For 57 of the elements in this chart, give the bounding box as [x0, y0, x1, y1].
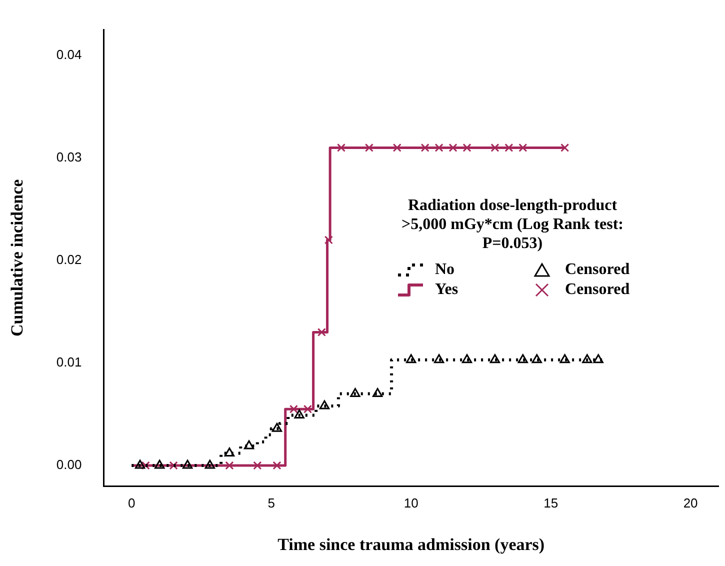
legend-title: Radiation dose-length-product >5,000 mGy*cm (Log Rank test: P=0.053)	[400, 196, 624, 253]
point	[593, 354, 604, 364]
point	[319, 400, 330, 410]
x-tick-label: 0	[128, 495, 136, 510]
point	[317, 328, 326, 337]
point	[420, 143, 430, 152]
legend-label: Censored	[565, 281, 630, 299]
point	[462, 354, 472, 364]
point	[182, 460, 193, 469]
point	[336, 143, 346, 152]
point	[204, 460, 215, 469]
point	[169, 461, 178, 470]
point	[134, 460, 146, 469]
y-axis-title: Cumulative incidence	[8, 178, 27, 337]
x-axis-title: Time since trauma admission (years)	[278, 535, 545, 554]
point	[272, 422, 282, 432]
point	[560, 143, 570, 152]
point	[518, 354, 528, 364]
point	[406, 354, 416, 364]
y-tick-label: 0.00	[56, 457, 82, 472]
point	[141, 461, 150, 470]
point	[294, 410, 304, 419]
point	[490, 354, 500, 364]
x-tick-label: 10	[404, 495, 418, 510]
point	[289, 404, 298, 414]
point	[154, 460, 165, 469]
point	[372, 388, 383, 397]
point	[504, 143, 514, 152]
x-tick-label: 15	[544, 495, 558, 510]
point	[244, 440, 254, 450]
point	[225, 461, 234, 470]
point	[560, 354, 570, 364]
point	[253, 461, 262, 470]
point	[434, 354, 444, 364]
point	[392, 143, 402, 152]
point	[272, 461, 282, 470]
point	[532, 354, 542, 364]
point	[462, 143, 472, 152]
point	[350, 388, 360, 397]
x-tick-label: 5	[268, 495, 275, 510]
point	[448, 143, 458, 152]
legend-label: No	[435, 261, 455, 279]
y-tick-label: 0.03	[56, 150, 82, 165]
point	[364, 143, 374, 152]
point	[324, 236, 333, 244]
x-tick-label: 20	[683, 495, 698, 510]
y-tick-label: 0.02	[56, 252, 82, 268]
legend-label: Censored	[565, 261, 630, 279]
point	[518, 143, 528, 152]
point	[582, 354, 592, 364]
point	[434, 143, 444, 152]
y-tick-label: 0.04	[56, 47, 82, 62]
point	[490, 143, 500, 152]
point	[224, 447, 235, 456]
legend-label: Yes	[435, 281, 458, 299]
y-tick-label: 0.01	[56, 354, 82, 370]
point	[303, 404, 312, 414]
